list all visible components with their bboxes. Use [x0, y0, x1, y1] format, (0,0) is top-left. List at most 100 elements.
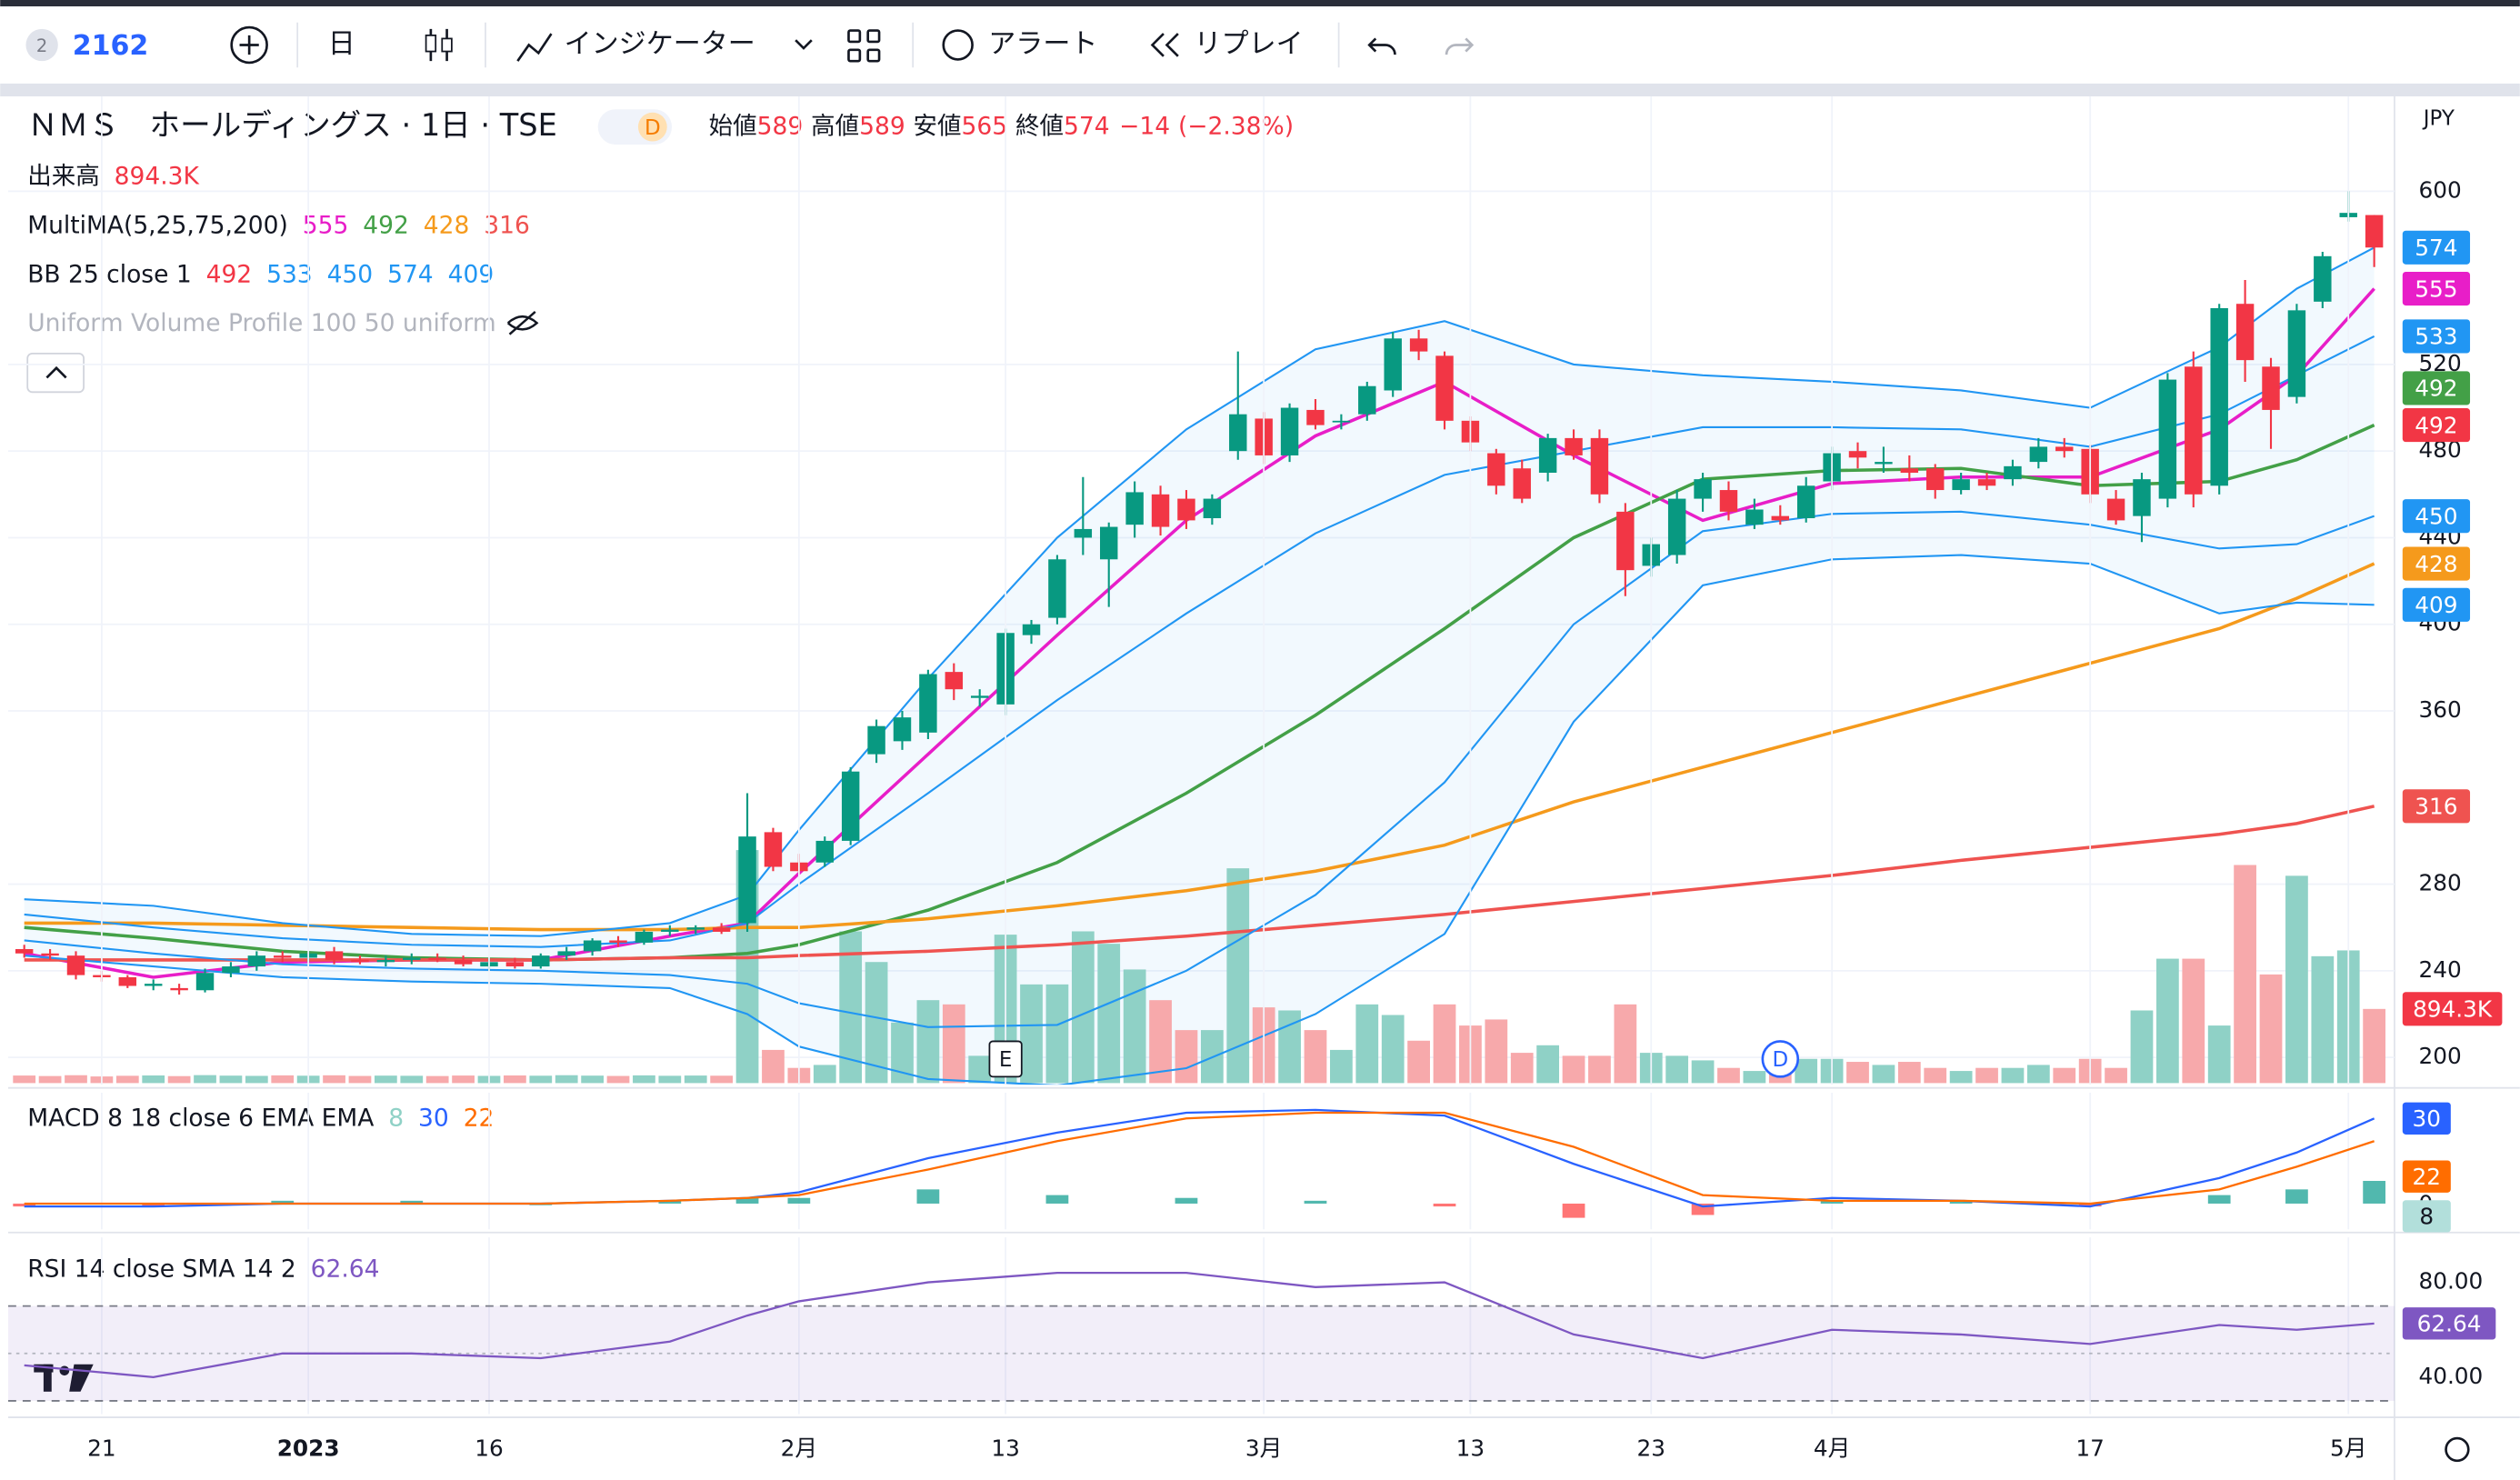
settings-icon[interactable]	[2445, 1436, 2470, 1463]
volume-bar	[2105, 1067, 2127, 1084]
indicator-icon[interactable]	[516, 33, 553, 62]
replay-icon[interactable]	[1150, 33, 1179, 57]
volume-bar	[38, 1075, 62, 1084]
candle-body	[1100, 526, 1118, 560]
rsi-tick-label: 40.00	[2418, 1363, 2483, 1389]
toolbar-separators	[296, 22, 1340, 68]
candle-body	[1280, 407, 1299, 455]
volume-bar	[1330, 1049, 1353, 1084]
flag-dot	[637, 112, 667, 142]
candle-body	[738, 836, 756, 924]
legend-name: MACD 8 18 close 6 EMA EMA	[27, 1104, 374, 1132]
volume-bar	[2363, 1008, 2386, 1084]
volume-bar	[323, 1075, 345, 1084]
layout-icon[interactable]	[847, 29, 881, 63]
candle-body	[635, 931, 654, 943]
interval[interactable]: 日	[328, 28, 355, 60]
price-badge-text: 316	[2415, 794, 2457, 820]
replay-button[interactable]: リプレイ	[1195, 28, 1304, 60]
volume-bar	[606, 1075, 630, 1084]
candle-body	[2262, 366, 2280, 410]
redo-icon[interactable]	[1445, 37, 1475, 55]
volume-bar	[1510, 1053, 1534, 1084]
indicators-button[interactable]: インジケーター	[565, 28, 755, 60]
candle-body	[2365, 215, 2384, 248]
volume-bar	[633, 1075, 655, 1084]
alert-button[interactable]: アラート	[988, 28, 1097, 60]
add-icon-plus	[239, 35, 259, 55]
candle-body	[1048, 559, 1066, 618]
candle-body	[1409, 338, 1428, 352]
volume-bar	[1897, 1062, 1921, 1084]
price-badge	[2402, 587, 2471, 622]
candle-body	[1977, 479, 1996, 486]
legend-name: Uniform Volume Profile 100 50 uniform	[27, 309, 495, 337]
undo-icon[interactable]	[1367, 37, 1396, 55]
collapse-button[interactable]	[26, 352, 85, 394]
x-tick-label: 2023	[277, 1435, 340, 1461]
volume-bar	[968, 1055, 992, 1084]
price-badge-text: 533	[2415, 324, 2457, 350]
add-icon[interactable]	[230, 25, 268, 65]
legend-value: 450	[327, 260, 374, 288]
candle-body	[1926, 468, 1945, 491]
x-tick-label: 4月	[1814, 1435, 1850, 1461]
indicator-line	[24, 335, 2375, 948]
volume-bar	[1175, 1030, 1198, 1084]
candle-body	[2210, 307, 2228, 486]
volume-bar	[762, 1049, 785, 1084]
candle-body	[1332, 420, 1351, 423]
volume-bar	[219, 1075, 243, 1084]
chart-type-icon-body	[425, 35, 437, 53]
ohlc-value: 589	[757, 112, 804, 140]
volume-bar	[1381, 1015, 1405, 1084]
macd-histogram	[1562, 1203, 1585, 1218]
price-badge-text: 492	[2415, 412, 2457, 438]
indicator-line	[24, 554, 2375, 1085]
candle-body	[2029, 446, 2048, 463]
volume-bar	[710, 1075, 734, 1084]
y-tick-label: 600	[2418, 176, 2461, 203]
macd-histogram	[1045, 1195, 1069, 1204]
volume-bar	[865, 962, 888, 1084]
candle-body	[1384, 338, 1402, 391]
candle-body	[2055, 446, 2074, 452]
volume-bar	[271, 1075, 295, 1084]
toolbar	[0, 6, 2520, 84]
rsi-badge	[2402, 1307, 2496, 1340]
candle-body	[919, 674, 937, 733]
alert-icon[interactable]	[942, 29, 974, 61]
candle-body	[1151, 494, 1170, 527]
candle-body	[1565, 437, 1583, 455]
candle-body	[893, 717, 912, 742]
candle-body	[970, 695, 989, 698]
volume-bar	[2259, 974, 2283, 1084]
candle-body	[2133, 479, 2151, 516]
dropdown-icon[interactable]	[795, 39, 813, 50]
volume-bar	[581, 1075, 604, 1084]
event-marker	[1761, 1040, 1800, 1078]
symbol[interactable]: 2162	[73, 30, 149, 62]
volume-bar	[813, 1065, 836, 1084]
volume-bar	[348, 1075, 372, 1084]
candle-body	[1074, 528, 1093, 538]
candle-body	[1719, 490, 1738, 512]
candle-body	[1771, 515, 1790, 521]
volume-bar	[658, 1075, 682, 1084]
price-badge	[2402, 789, 2471, 824]
macd-line	[24, 1111, 2375, 1205]
volume-bar	[1485, 1019, 1508, 1084]
volume-bar	[2026, 1065, 2050, 1084]
volume-bar	[2311, 955, 2335, 1084]
volume-bar	[1097, 944, 1121, 1084]
x-tick-label: 23	[1637, 1435, 1665, 1461]
price-badge	[2402, 371, 2471, 405]
legend-value: 30	[418, 1104, 449, 1132]
hidden-eye-icon	[506, 310, 539, 335]
chart-title: ＮＭＳ ホールディングス · 1日 · TSE	[27, 107, 557, 143]
currency[interactable]: JPY	[2422, 106, 2455, 130]
volume-bar	[115, 1075, 139, 1084]
event-label: E	[999, 1048, 1013, 1072]
candle-body	[1667, 498, 1686, 555]
